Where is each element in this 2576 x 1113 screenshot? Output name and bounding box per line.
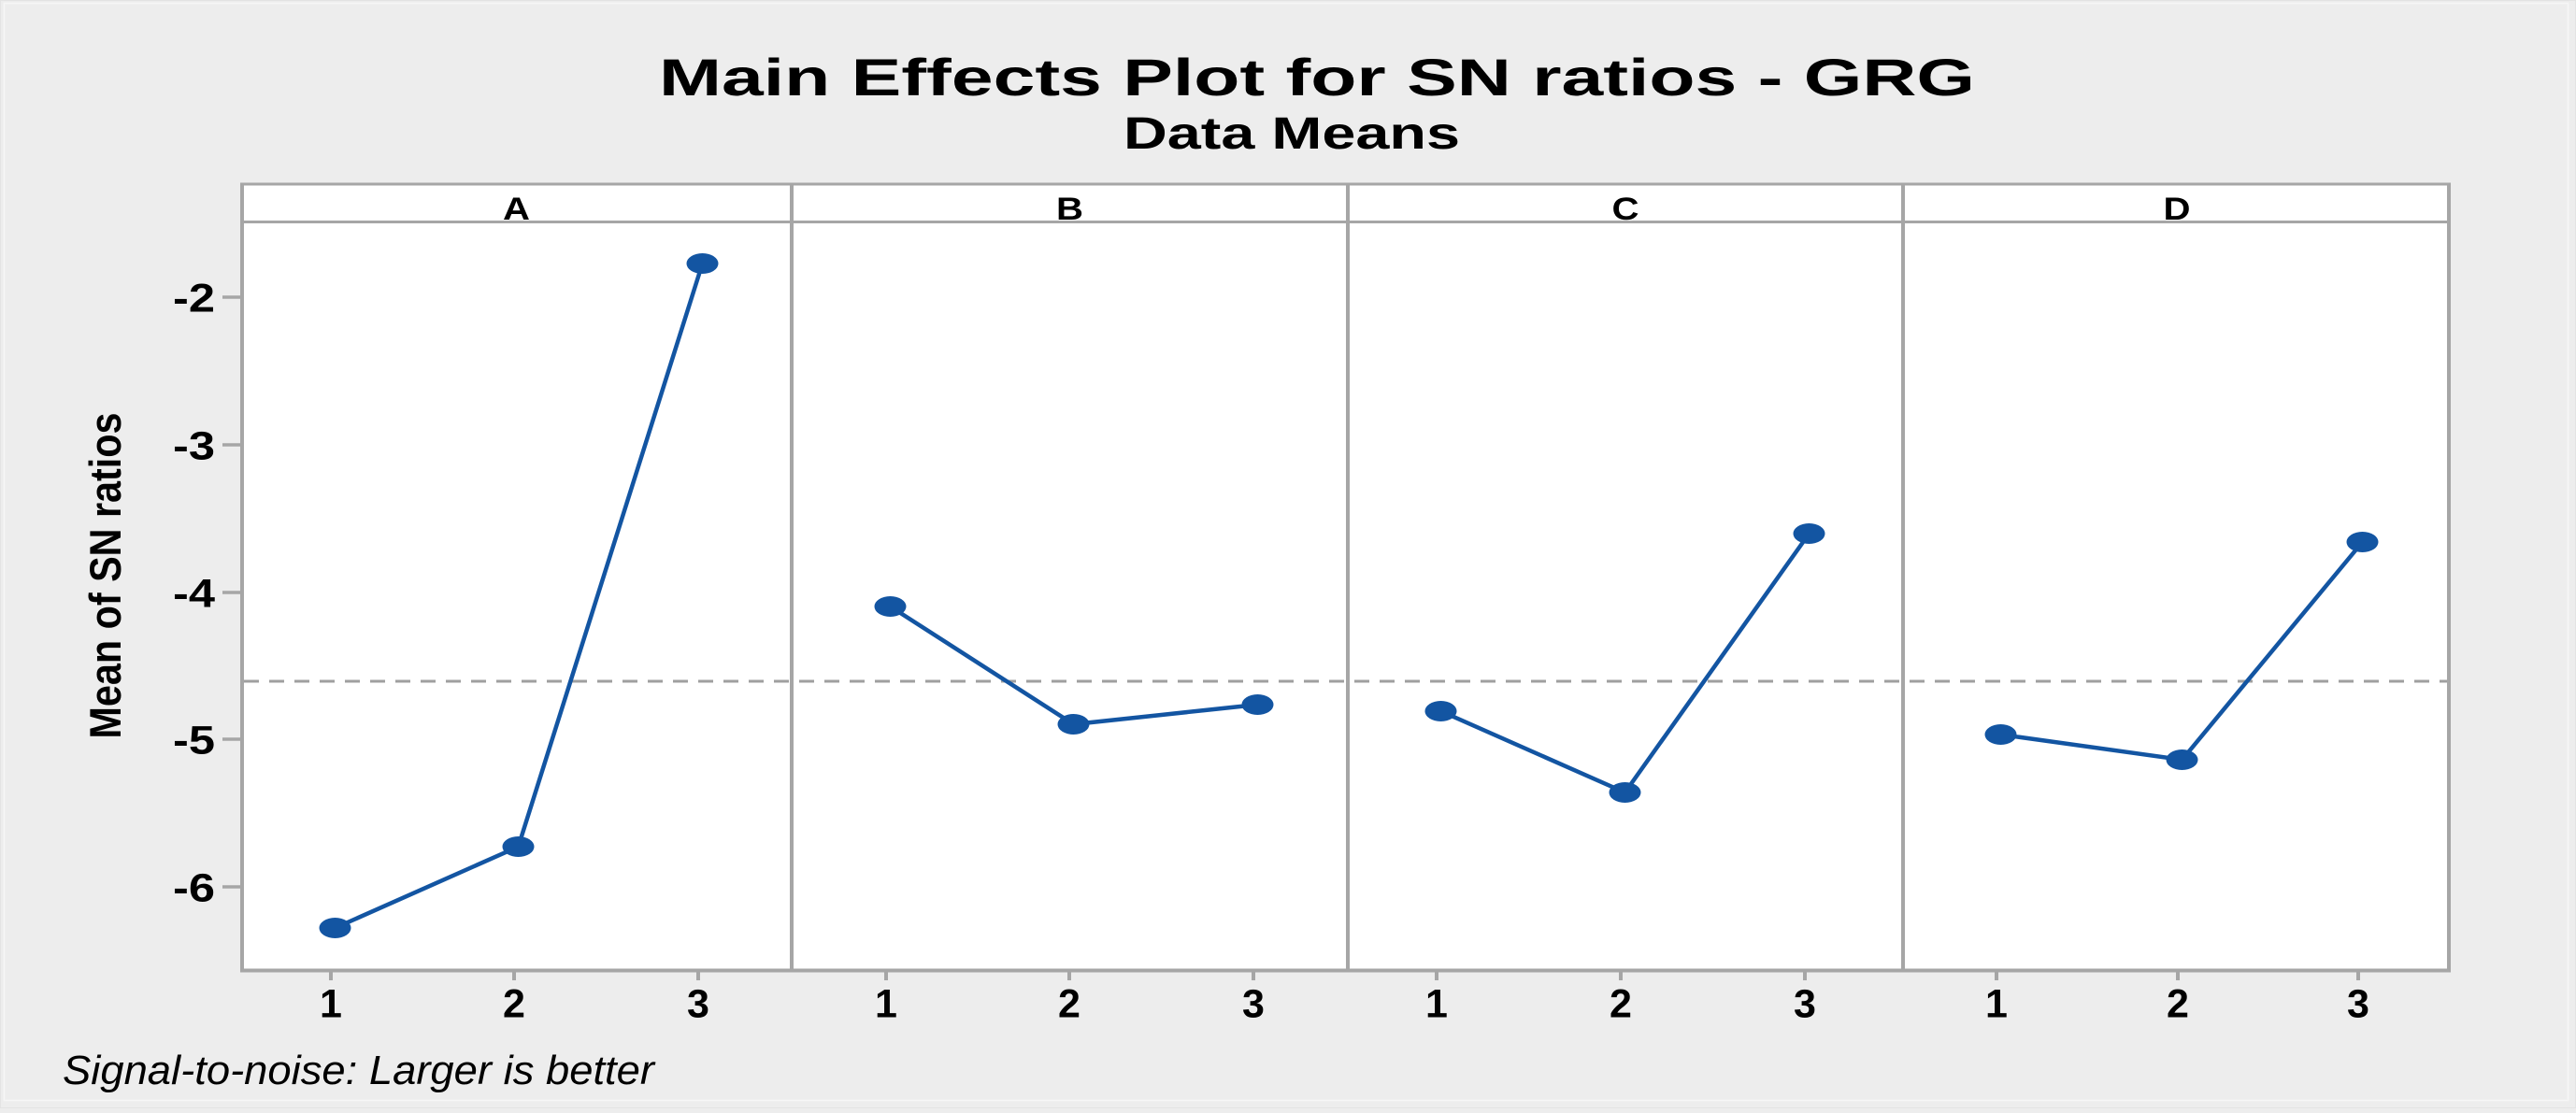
svg-text:1: 1	[1425, 982, 1448, 1027]
svg-text:B: B	[1056, 192, 1083, 227]
svg-text:1: 1	[875, 982, 897, 1027]
svg-text:3: 3	[1242, 982, 1265, 1027]
svg-text:-3: -3	[173, 424, 215, 469]
svg-text:1: 1	[1985, 982, 2008, 1027]
svg-text:1: 1	[320, 982, 342, 1027]
svg-text:Signal-to-noise: Larger is bet: Signal-to-noise: Larger is better	[63, 1048, 656, 1093]
svg-text:2: 2	[503, 982, 525, 1027]
svg-text:-5: -5	[173, 719, 215, 763]
svg-text:3: 3	[687, 982, 709, 1027]
svg-text:Data Means: Data Means	[1123, 109, 1460, 159]
svg-text:C: C	[1612, 192, 1639, 227]
svg-text:2: 2	[1610, 982, 1632, 1027]
svg-text:Mean of SN ratios: Mean of SN ratios	[80, 413, 130, 739]
svg-text:2: 2	[1058, 982, 1080, 1027]
svg-text:D: D	[2164, 192, 2191, 227]
svg-text:-6: -6	[173, 866, 215, 911]
svg-text:A: A	[503, 192, 530, 227]
svg-text:-4: -4	[173, 572, 215, 617]
svg-text:3: 3	[1794, 982, 1816, 1027]
svg-text:Main Effects Plot for SN ratio: Main Effects Plot for SN ratios - GRG	[659, 48, 1975, 107]
svg-text:-2: -2	[173, 277, 215, 321]
svg-text:2: 2	[2167, 982, 2189, 1027]
svg-text:3: 3	[2347, 982, 2369, 1027]
